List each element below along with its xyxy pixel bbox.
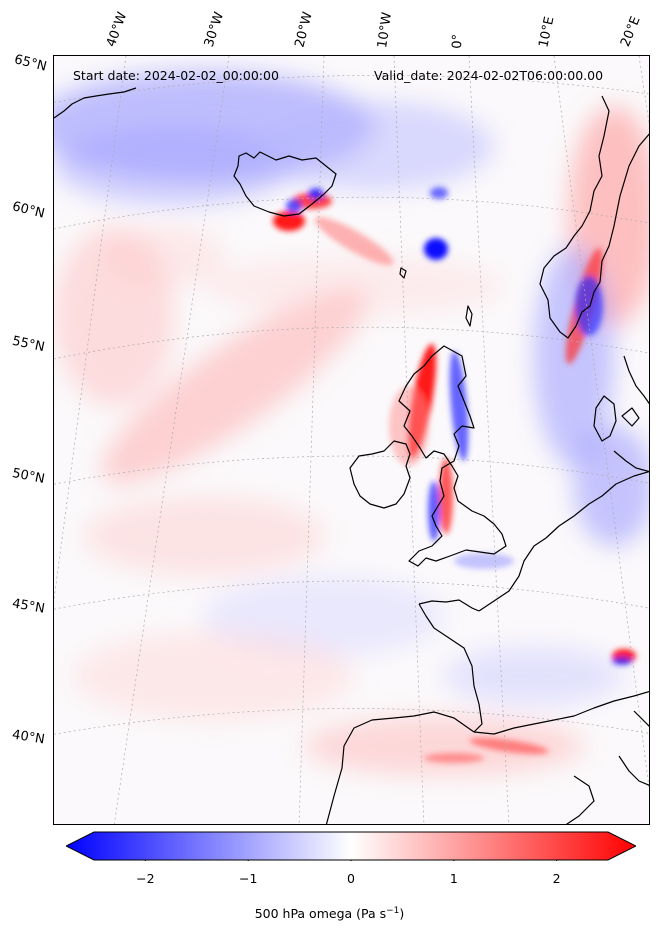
colorbar-tick-0: 0 — [347, 871, 355, 886]
colorbar-tick-2: 2 — [552, 871, 561, 886]
lon-label-20w: 20°W — [292, 10, 316, 49]
colorbar — [66, 831, 636, 861]
colorbar-label: 500 hPa omega (Pa s−1) — [254, 906, 405, 922]
coastlines — [54, 87, 649, 824]
valid-date: Valid_date: 2024-02-02T06:00:00.00 — [374, 68, 604, 83]
lat-label-55n: 55°N — [10, 333, 46, 356]
lat-label-40n: 40°N — [11, 727, 46, 748]
lat-label-45n: 45°N — [10, 596, 46, 617]
colorbar-bar — [66, 831, 636, 861]
graticule — [54, 56, 649, 824]
lon-label-10w: 10°W — [375, 11, 395, 49]
start-date: Start date: 2024-02-02_00:00:00 — [73, 68, 279, 83]
colorbar-tick-neg2: −2 — [136, 871, 155, 886]
map-canvas — [54, 56, 649, 824]
map-panel[interactable]: Start date: 2024-02-02_00:00:00 Valid_da… — [53, 55, 650, 825]
colorbar-tick-neg1: −1 — [238, 871, 258, 886]
lat-label-60n: 60°N — [10, 199, 47, 222]
lon-label-20e: 20°E — [618, 14, 644, 49]
lat-label-50n: 50°N — [10, 466, 46, 487]
lon-label-40w: 40°W — [103, 10, 131, 49]
colorbar-tick-1: 1 — [449, 871, 458, 886]
lat-label-65n: 65°N — [12, 52, 49, 75]
lon-label-10e: 10°E — [536, 15, 558, 50]
omega-field — [54, 71, 649, 776]
lon-label-30w: 30°W — [201, 10, 228, 49]
lon-label-0: 0° — [450, 33, 466, 49]
